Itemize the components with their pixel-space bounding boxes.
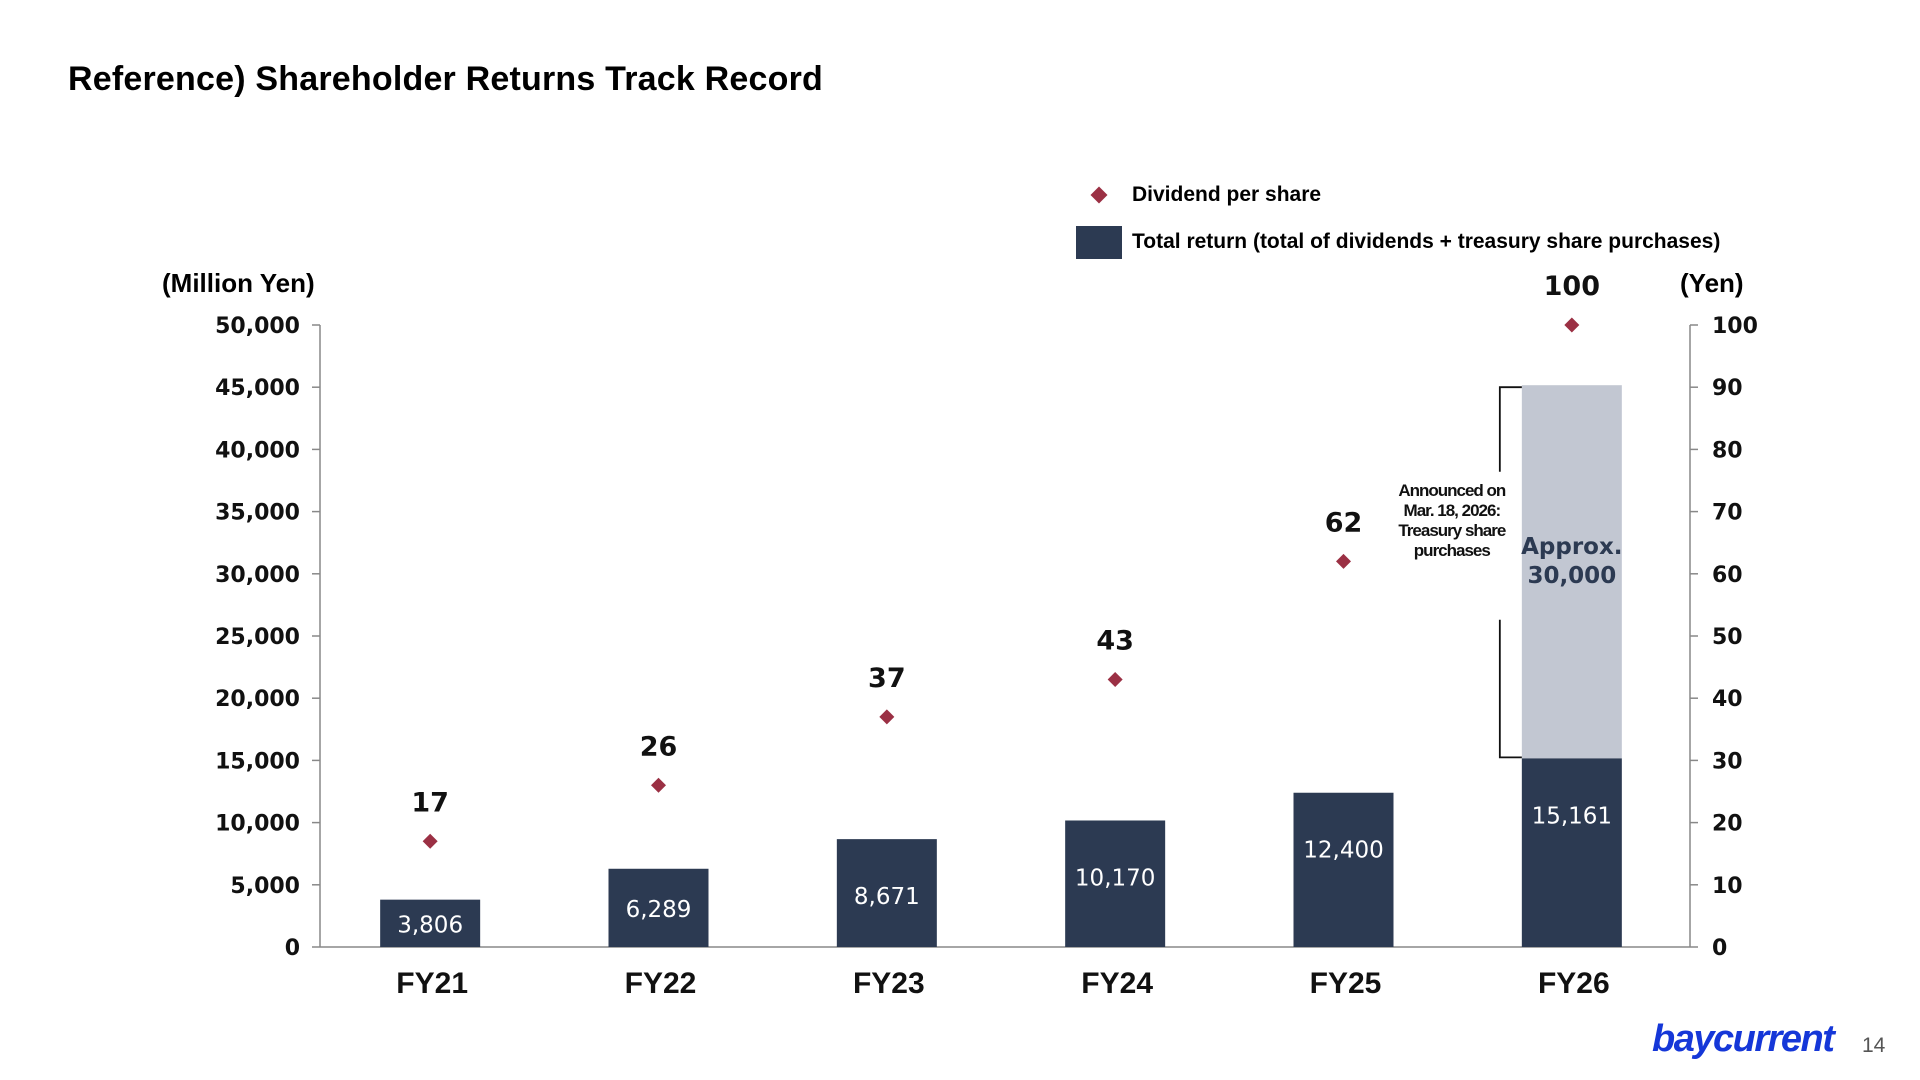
legend-item-dividend: Dividend per share xyxy=(1076,178,1720,212)
left-axis-tick-label: 25,000 xyxy=(215,625,300,650)
dividend-value-label: 37 xyxy=(868,663,906,694)
right-axis-unit: (Yen) xyxy=(1680,268,1744,298)
bar-value-label: 6,289 xyxy=(626,897,692,923)
right-axis-tick-label: 0 xyxy=(1712,936,1727,961)
bracket-bottom xyxy=(1498,619,1522,759)
total-return-bar xyxy=(836,839,937,947)
right-axis-tick-label: 80 xyxy=(1712,438,1743,463)
left-axis-tick-label: 15,000 xyxy=(215,749,300,774)
dividend-marker xyxy=(1564,317,1580,333)
right-axis-tick-label: 60 xyxy=(1712,563,1743,588)
right-axis-tick-label: 100 xyxy=(1712,314,1758,339)
x-category-label: FY25 xyxy=(1310,967,1382,1000)
total-return-bar xyxy=(380,899,481,947)
page-number: 14 xyxy=(1862,1034,1886,1057)
right-axis-tick-label: 30 xyxy=(1712,749,1743,774)
dividend-marker xyxy=(651,777,666,793)
right-axis-tick-label: 50 xyxy=(1712,625,1743,650)
planned-bar-label: Approx. xyxy=(1521,534,1622,560)
x-category-label: FY24 xyxy=(1081,967,1153,1000)
right-axis-tick-label: 10 xyxy=(1712,874,1743,899)
total-return-bar xyxy=(608,868,709,947)
left-axis-tick-label: 30,000 xyxy=(215,563,300,588)
planned-bar-value-label: 30,000 xyxy=(1527,563,1616,589)
dividend-value-label: 26 xyxy=(640,731,678,762)
dividend-value-label: 100 xyxy=(1544,271,1600,302)
total-return-bar xyxy=(1065,820,1166,947)
left-axis-unit: (Million Yen) xyxy=(162,268,315,298)
right-axis-tick-label: 90 xyxy=(1712,376,1743,401)
right-axis-tick-label: 70 xyxy=(1712,501,1743,526)
legend-label-dividend: Dividend per share xyxy=(1132,183,1322,206)
x-category-label: FY21 xyxy=(396,967,468,1000)
dividend-marker xyxy=(1107,672,1123,688)
legend-label-total-return: Total return (total of dividends + treas… xyxy=(1132,230,1721,253)
left-axis-tick-label: 45,000 xyxy=(215,376,300,401)
left-axis-tick-label: 10,000 xyxy=(215,812,300,837)
legend-item-total-return: Total return (total of dividends + treas… xyxy=(1076,225,1720,259)
bar-value-label: 12,400 xyxy=(1303,838,1383,864)
x-category-label: FY22 xyxy=(625,967,697,1000)
left-axis-tick-label: 40,000 xyxy=(215,438,300,463)
bar-value-label: 8,671 xyxy=(854,884,920,910)
right-axis-tick-label: 20 xyxy=(1712,812,1743,837)
page-title: Reference) Shareholder Returns Track Rec… xyxy=(68,60,823,98)
x-category-label: FY23 xyxy=(853,967,925,1000)
treasury-annotation-line: Treasury share xyxy=(1398,521,1506,540)
company-logo: baycurrent xyxy=(1652,1018,1835,1060)
bracket-top xyxy=(1498,386,1522,472)
planned-treasury-bar xyxy=(1521,385,1622,759)
total-return-bar xyxy=(1521,758,1622,947)
bar-value-label: 15,161 xyxy=(1532,803,1612,829)
left-axis-tick-label: 50,000 xyxy=(215,314,300,339)
dividend-marker xyxy=(879,709,895,725)
left-axis-tick-label: 5,000 xyxy=(230,874,300,899)
treasury-annotation-line: Announced on xyxy=(1398,481,1506,500)
dividend-marker xyxy=(1336,553,1351,569)
treasury-annotation-line: purchases xyxy=(1414,541,1491,560)
dividend-value-label: 62 xyxy=(1325,507,1363,538)
chart-legend: Dividend per share Total return (total o… xyxy=(1076,178,1720,272)
left-axis-tick-label: 35,000 xyxy=(215,501,300,526)
total-return-bar xyxy=(1293,792,1394,947)
left-axis-tick-label: 20,000 xyxy=(215,687,300,712)
treasury-annotation-line: Mar. 18, 2026: xyxy=(1404,501,1501,520)
bar-value-label: 10,170 xyxy=(1075,865,1155,891)
bar-value-label: 3,806 xyxy=(397,912,463,938)
bar-swatch-icon xyxy=(1076,225,1122,259)
left-axis-tick-label: 0 xyxy=(285,936,300,961)
right-axis-tick-label: 40 xyxy=(1712,687,1743,712)
dividend-marker xyxy=(422,833,438,849)
x-category-label: FY26 xyxy=(1538,967,1610,1000)
dividend-value-label: 17 xyxy=(411,787,449,818)
dividend-value-label: 43 xyxy=(1096,626,1134,657)
